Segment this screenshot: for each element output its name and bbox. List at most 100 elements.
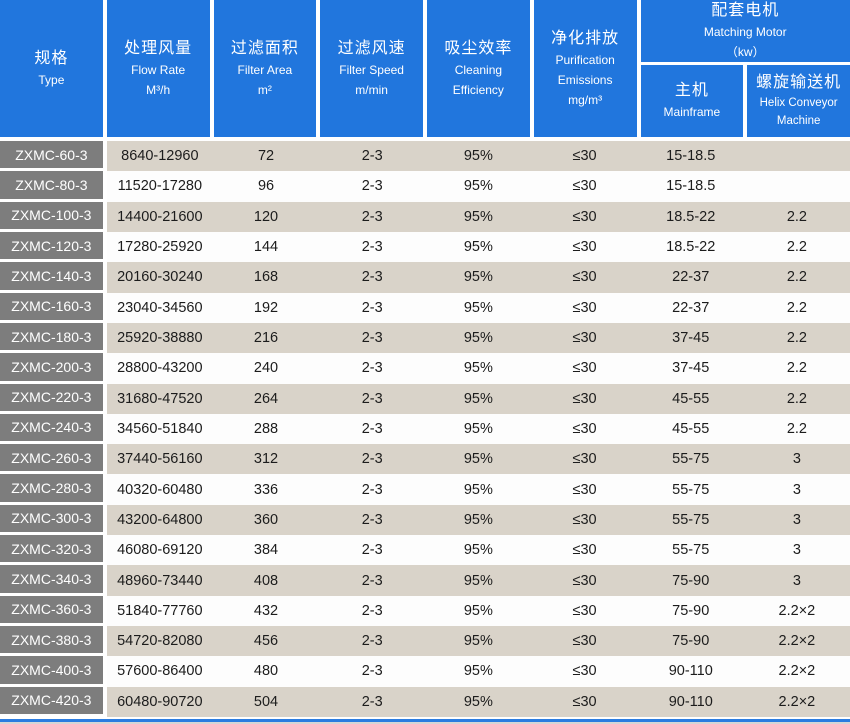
efficiency-cell: 95% <box>463 330 493 347</box>
filter-area-cell: 144 <box>253 239 279 256</box>
row-values: 46080-69120 384 2-3 95% ≤30 55-75 3 <box>106 535 850 566</box>
table-header: 规格 Type 处理风量 Flow Rate M³/h 过滤面积 Filter … <box>0 0 850 137</box>
flow-rate-cell: 48960-73440 <box>117 572 203 589</box>
model-cell: ZXMC-400-3 <box>0 656 107 687</box>
header-flow-en: Flow Rate <box>131 62 186 77</box>
mainframe-power-cell: 90-110 <box>668 693 713 710</box>
mainframe-power-cell: 75-90 <box>672 633 710 650</box>
filter-area-cell: 264 <box>253 390 279 407</box>
filter-speed-cell: 2-3 <box>361 208 383 225</box>
header-flow-unit: M³/h <box>146 82 171 97</box>
emissions-cell: ≤30 <box>572 511 597 528</box>
mainframe-power-cell: 22-37 <box>672 269 710 286</box>
flow-rate-cell: 54720-82080 <box>117 633 203 650</box>
mainframe-power-cell: 75-90 <box>672 602 710 619</box>
header-speed-unit: m/min <box>355 82 388 97</box>
row-values: 14400-21600 120 2-3 95% ≤30 18.5-22 2.2 <box>106 201 850 232</box>
header-helix-zh: 螺旋输送机 <box>756 74 842 91</box>
filter-area-cell: 312 <box>253 451 279 468</box>
efficiency-cell: 95% <box>463 633 493 650</box>
helix-power-cell: 3 <box>792 451 801 468</box>
table-body: ZXMC-60-3 8640-12960 72 2-3 95% ≤30 15-1… <box>0 141 850 717</box>
table-row: ZXMC-160-3 23040-34560 192 2-3 95% ≤30 2… <box>0 292 850 323</box>
filter-speed-cell: 2-3 <box>361 420 383 437</box>
emissions-cell: ≤30 <box>572 269 597 286</box>
helix-power-cell: 3 <box>792 542 801 559</box>
mainframe-power-cell: 37-45 <box>672 360 710 377</box>
efficiency-cell: 95% <box>463 420 493 437</box>
filter-area-cell: 384 <box>253 542 279 559</box>
emissions-cell: ≤30 <box>572 330 597 347</box>
mainframe-power-cell: 55-75 <box>672 451 710 468</box>
header-helix-en2: Machine <box>776 115 821 127</box>
helix-power-cell: 2.2 <box>786 208 807 225</box>
model-cell: ZXMC-340-3 <box>0 565 107 596</box>
emissions-cell: ≤30 <box>572 572 597 589</box>
emissions-cell: ≤30 <box>572 299 597 316</box>
filter-area-cell: 480 <box>253 663 279 680</box>
row-values: 57600-86400 480 2-3 95% ≤30 90-110 2.2×2 <box>106 656 850 687</box>
mainframe-power-cell: 55-75 <box>672 481 710 498</box>
row-values: 37440-56160 312 2-3 95% ≤30 55-75 3 <box>106 444 850 475</box>
helix-power-cell: 3 <box>792 481 801 498</box>
header-flow-zh: 处理风量 <box>124 39 193 57</box>
model-cell: ZXMC-200-3 <box>0 353 107 384</box>
efficiency-cell: 95% <box>463 148 493 165</box>
filter-area-cell: 504 <box>253 693 279 710</box>
filter-speed-cell: 2-3 <box>361 693 383 710</box>
flow-rate-cell: 28800-43200 <box>117 360 203 377</box>
header-eff-en2: Efficiency <box>452 82 504 97</box>
helix-power-cell: 2.2 <box>786 360 807 377</box>
table-row: ZXMC-120-3 17280-25920 144 2-3 95% ≤30 1… <box>0 231 850 263</box>
flow-rate-cell: 8640-12960 <box>121 148 199 165</box>
helix-power-cell: 3 <box>792 572 801 589</box>
efficiency-cell: 95% <box>463 693 493 710</box>
header-filter-area: 过滤面积 Filter Area m² <box>213 0 317 137</box>
filter-area-cell: 120 <box>253 208 279 225</box>
row-values: 25920-38880 216 2-3 95% ≤30 37-45 2.2 <box>106 322 850 354</box>
mainframe-power-cell: 55-75 <box>672 542 710 559</box>
header-efficiency: 吸尘效率 Cleaning Efficiency <box>427 0 530 137</box>
header-flow-rate: 处理风量 Flow Rate M³/h <box>106 0 210 137</box>
header-area-en: Filter Area <box>237 62 293 77</box>
helix-power-cell: 2.2 <box>786 420 807 437</box>
mainframe-power-cell: 18.5-22 <box>666 239 716 256</box>
header-type-en: Type <box>38 72 65 87</box>
table-row: ZXMC-400-3 57600-86400 480 2-3 95% ≤30 9… <box>0 656 850 687</box>
flow-rate-cell: 46080-69120 <box>117 542 203 559</box>
table-row: ZXMC-300-3 43200-64800 360 2-3 95% ≤30 5… <box>0 504 850 536</box>
model-cell: ZXMC-360-3 <box>0 595 107 626</box>
table-row: ZXMC-80-3 11520-17280 96 2-3 95% ≤30 15-… <box>0 171 850 202</box>
flow-rate-cell: 43200-64800 <box>117 511 203 528</box>
table-row: ZXMC-320-3 46080-69120 384 2-3 95% ≤30 5… <box>0 535 850 566</box>
efficiency-cell: 95% <box>463 299 493 316</box>
filter-speed-cell: 2-3 <box>361 572 383 589</box>
row-values: 51840-77760 432 2-3 95% ≤30 75-90 2.2×2 <box>106 595 850 626</box>
efficiency-cell: 95% <box>463 542 493 559</box>
flow-rate-cell: 25920-38880 <box>117 330 203 347</box>
header-emissions: 净化排放 Purification Emissions mg/m³ <box>533 0 637 137</box>
model-cell: ZXMC-100-3 <box>0 201 107 232</box>
header-motor-en: Matching Motor <box>703 25 787 39</box>
flow-rate-cell: 14400-21600 <box>117 208 203 225</box>
mainframe-power-cell: 37-45 <box>672 330 710 347</box>
filter-area-cell: 72 <box>257 148 275 165</box>
footer-blue-line <box>0 719 850 722</box>
filter-speed-cell: 2-3 <box>361 269 383 286</box>
mainframe-power-cell: 45-55 <box>672 390 710 407</box>
efficiency-cell: 95% <box>463 451 493 468</box>
mainframe-power-cell: 90-110 <box>668 663 713 680</box>
header-type-zh: 规格 <box>34 49 69 67</box>
row-values: 17280-25920 144 2-3 95% ≤30 18.5-22 2.2 <box>106 231 850 263</box>
efficiency-cell: 95% <box>463 572 493 589</box>
model-cell: ZXMC-280-3 <box>0 474 107 505</box>
header-matching-motor-group: 配套电机 Matching Motor （kw） <box>640 0 850 62</box>
header-type: 规格 Type <box>0 0 103 137</box>
table-row: ZXMC-420-3 60480-90720 504 2-3 95% ≤30 9… <box>0 686 850 717</box>
flow-rate-cell: 23040-34560 <box>117 299 203 316</box>
flow-rate-cell: 31680-47520 <box>117 390 203 407</box>
row-values: 43200-64800 360 2-3 95% ≤30 55-75 3 <box>106 504 850 536</box>
emissions-cell: ≤30 <box>572 360 597 377</box>
header-emis-unit: mg/m³ <box>568 92 603 107</box>
